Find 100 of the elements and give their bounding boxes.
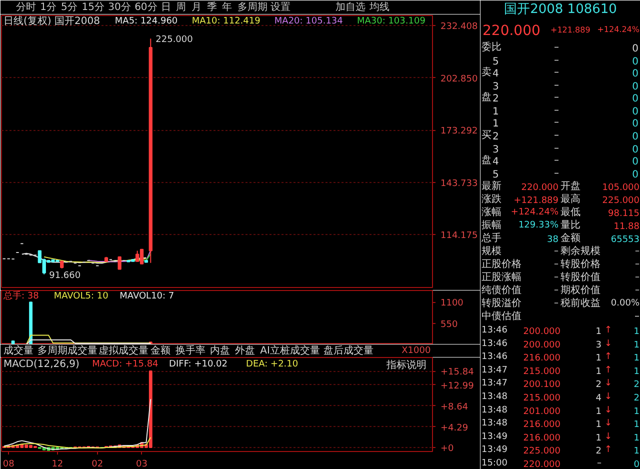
x-tick-label: 02 xyxy=(92,460,104,469)
text: 13:46 xyxy=(482,326,508,336)
text: 13:48 xyxy=(482,418,508,429)
text: 多周期成交量 xyxy=(37,344,98,356)
text: 转股溢价 xyxy=(482,297,522,309)
text: – xyxy=(635,272,640,282)
text: – xyxy=(554,42,559,53)
text: 30分 xyxy=(108,1,131,13)
text: ↓ xyxy=(604,405,612,416)
text: – xyxy=(554,246,559,256)
series-label: 总手: 38 xyxy=(2,290,40,302)
text: 1 xyxy=(596,327,602,337)
text: ↑ xyxy=(604,445,612,456)
text: 1 xyxy=(634,340,640,350)
text: 2 xyxy=(634,380,640,390)
text: MA30: 103.109 xyxy=(356,16,426,26)
text: 13:49 xyxy=(482,445,508,456)
annotation: 指标说明 xyxy=(386,359,426,371)
text: 税前收益 xyxy=(560,297,600,309)
text: ↓ xyxy=(604,418,612,429)
text: 委比 xyxy=(482,41,502,53)
text: 0 xyxy=(634,460,640,469)
text: 60分 xyxy=(134,1,158,13)
text: 105.000 xyxy=(602,183,640,193)
text: 规模 xyxy=(482,245,502,257)
y-tick-label: 1100 xyxy=(440,298,464,309)
text: 215.000 xyxy=(523,366,561,377)
text: X1000 xyxy=(402,346,431,356)
text: MAVOL5: 10 xyxy=(54,292,109,302)
y-tick-label: 173.292 xyxy=(440,126,478,137)
text: 虚拟成交量 xyxy=(98,344,148,356)
text: 总手 xyxy=(480,232,502,244)
y-tick-label: +8.64 xyxy=(440,402,468,412)
text: 0.00% xyxy=(610,298,640,308)
text: 盘后成交量 xyxy=(323,344,374,356)
text: ↓ xyxy=(604,338,612,349)
text: 225.000 xyxy=(602,196,640,206)
text: +124.24% xyxy=(597,25,640,34)
text: 220.000 xyxy=(521,183,559,193)
text: 65553 xyxy=(610,235,640,245)
text: – xyxy=(554,117,559,128)
text: 3 xyxy=(596,340,602,350)
text: 分时 xyxy=(16,1,36,13)
text: +121.889 xyxy=(550,26,590,34)
text: – xyxy=(554,143,559,154)
text: 金额 xyxy=(560,232,580,244)
text: MAVOL10: 7 xyxy=(120,292,174,302)
text: 2 xyxy=(492,132,499,142)
text: ↓ xyxy=(604,432,612,442)
text: – xyxy=(554,272,559,282)
text: 2 xyxy=(492,94,499,104)
text: 1 xyxy=(634,354,640,364)
text: 月 xyxy=(192,2,202,13)
text: 国开2008 108610 xyxy=(504,2,617,17)
y-tick-label: +12.99 xyxy=(440,381,474,392)
y-tick-label: +4.29 xyxy=(440,423,468,434)
text: 0 xyxy=(632,118,639,130)
text: 5分 xyxy=(60,1,78,13)
text: 11.88 xyxy=(614,222,640,232)
chart-title: 日线(复权) 国开2008 xyxy=(4,15,100,27)
text: 13:48 xyxy=(482,405,508,416)
annotation: 91.660 xyxy=(49,270,81,281)
chart-title: MACD(12,26,9) xyxy=(4,359,80,370)
text: 1 xyxy=(492,118,499,130)
text: 加自选 xyxy=(336,1,366,13)
text: 15:00 xyxy=(482,458,508,468)
text: 216.000 xyxy=(523,420,561,430)
x-tick-label: 12 xyxy=(52,460,64,469)
text: 振幅 xyxy=(482,219,502,231)
x-tick-label: 03 xyxy=(136,460,148,469)
text: 1 xyxy=(596,406,602,417)
text: – xyxy=(635,246,640,256)
text: 0 xyxy=(632,132,639,142)
text: 215.000 xyxy=(523,394,561,404)
y-tick-label: 550 xyxy=(440,320,458,330)
y-tick-label: +15.84 xyxy=(440,368,474,378)
text: AI立桩成交量 xyxy=(260,344,320,356)
text: 外盘 xyxy=(234,344,255,356)
annotation: 225.000 xyxy=(156,35,194,46)
text: 日 xyxy=(160,2,171,13)
text: 4 xyxy=(492,156,499,168)
text: ↓ xyxy=(604,392,612,402)
text: MA5: 124.960 xyxy=(114,16,178,26)
text: 1 xyxy=(596,420,602,430)
text: – xyxy=(554,55,559,66)
text: 0 xyxy=(632,144,639,156)
text: 2 xyxy=(634,394,640,404)
text: 盘 xyxy=(482,154,492,166)
text: 周 xyxy=(176,2,186,13)
text: 3 xyxy=(492,144,499,156)
text: 换手率 xyxy=(176,344,206,356)
text: – xyxy=(554,168,559,179)
text: 量比 xyxy=(560,219,580,231)
text: 0 xyxy=(632,44,639,54)
text: – xyxy=(634,311,640,322)
text: 1 xyxy=(596,354,602,364)
text: 0 xyxy=(632,68,639,80)
text: – xyxy=(554,260,559,270)
text: 1 xyxy=(634,433,640,444)
text: – xyxy=(635,286,640,296)
